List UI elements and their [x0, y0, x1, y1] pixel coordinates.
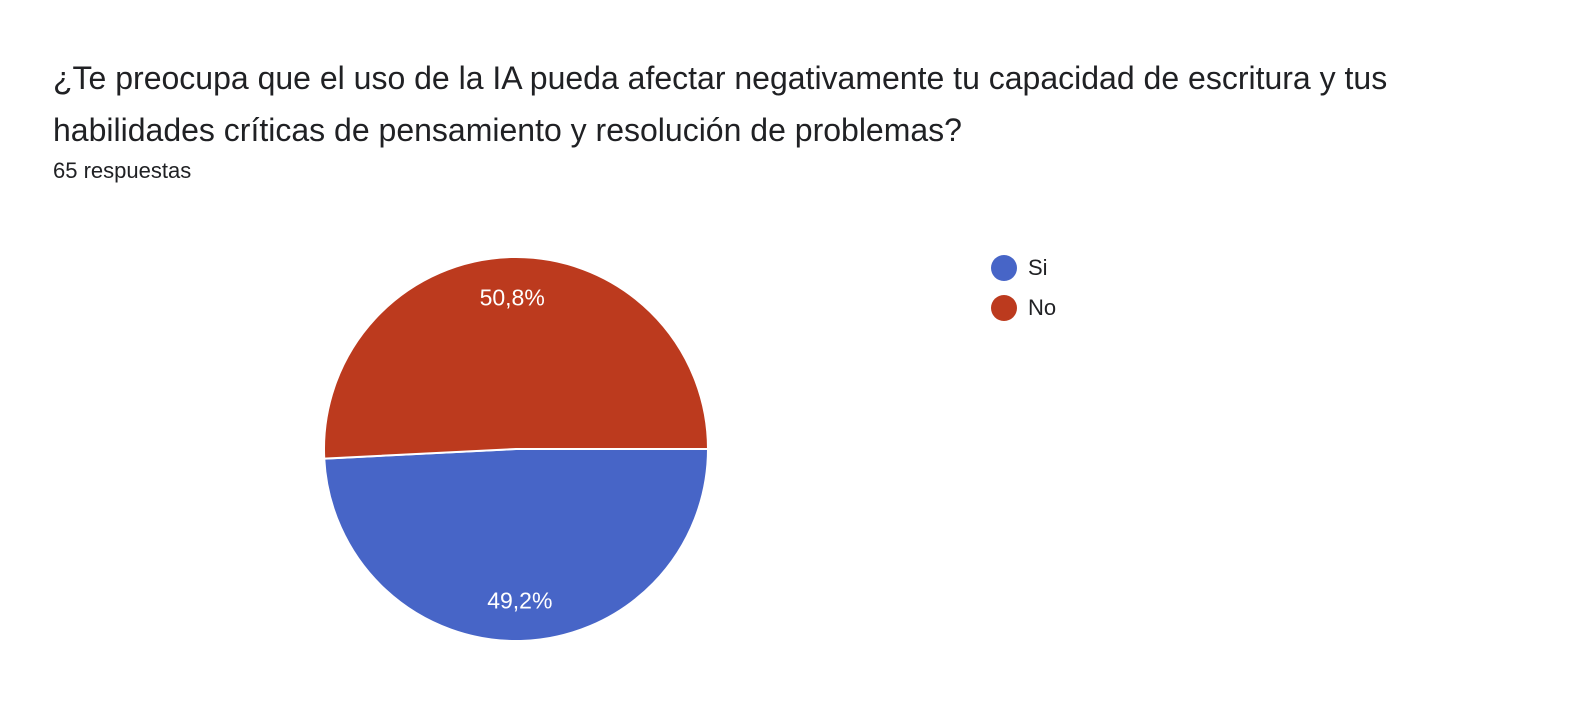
legend-item-si[interactable]: Si — [991, 252, 1056, 284]
pie-slices — [323, 256, 710, 642]
pie-label-no: 50,8% — [480, 284, 545, 310]
pie-labels: 49,2% 50,8% — [480, 284, 553, 613]
legend-swatch-no — [991, 295, 1017, 321]
response-count: 65 respuestas — [53, 158, 192, 183]
pie-label-si: 49,2% — [487, 588, 552, 614]
pie-slice-no[interactable] — [323, 256, 710, 460]
pie-slice-si[interactable] — [323, 448, 710, 642]
legend-label-no: No — [1028, 295, 1057, 320]
legend: Si No — [991, 252, 1056, 332]
legend-label-si: Si — [1028, 255, 1048, 280]
question-title: ¿Te preocupa que el uso de la IA pueda a… — [53, 60, 1388, 148]
legend-item-no[interactable]: No — [991, 292, 1056, 324]
legend-swatch-si — [991, 255, 1017, 281]
